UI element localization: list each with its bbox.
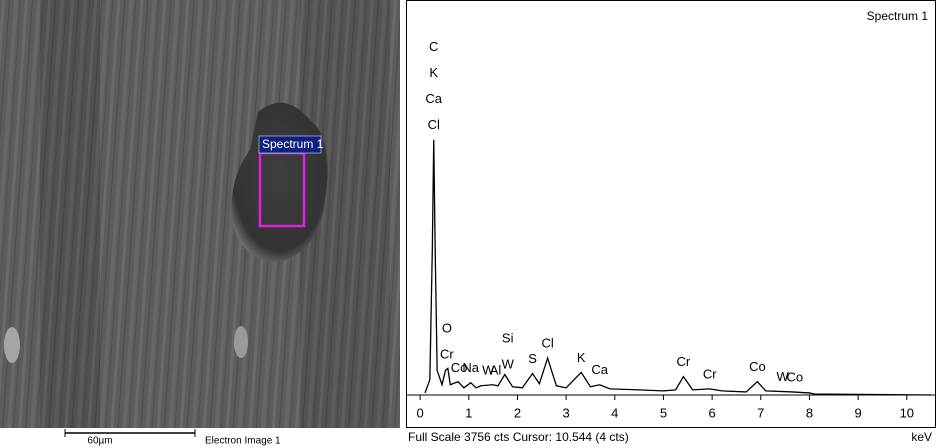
x-tick-label: 5 — [660, 405, 667, 420]
peak-label: Al — [490, 363, 502, 378]
x-tick-label: 10 — [900, 405, 914, 420]
peak-label: W — [777, 369, 790, 384]
peak-label: Cr — [703, 366, 717, 381]
sem-shade — [40, 0, 100, 428]
peak-label: C — [429, 39, 438, 54]
peak-label: Co — [749, 359, 766, 374]
particle — [234, 326, 248, 358]
peak-label: Cr — [677, 354, 691, 369]
peak-label: Ca — [591, 362, 608, 377]
x-tick-label: 2 — [514, 405, 521, 420]
particle — [4, 327, 20, 363]
x-tick-label: 7 — [757, 405, 764, 420]
spectrum-panel — [406, 0, 936, 428]
x-tick-label: 1 — [465, 405, 472, 420]
peak-label: O — [442, 321, 452, 336]
peak-label: Ca — [425, 91, 442, 106]
peak-label: Co — [787, 370, 804, 385]
chart-title: Spectrum 1 — [867, 9, 929, 23]
peak-label: W — [482, 363, 495, 378]
spectrum-line — [424, 139, 932, 396]
footer: Full Scale 3756 cts Cursor: 10.544 (4 ct… — [408, 430, 629, 444]
x-axis-label: keV — [911, 430, 932, 444]
sem-background — [0, 0, 400, 428]
peak-label: S — [528, 351, 537, 366]
peak-label: Co — [451, 360, 468, 375]
peak-label: K — [577, 350, 586, 365]
electron-image: Spectrum 1 60µm Electron Image 1 — [0, 0, 400, 447]
scale-bar-label: 60µm — [87, 436, 112, 447]
peak-label: Cl — [541, 336, 553, 351]
spectrum-tag — [258, 135, 322, 154]
x-tick-label: 8 — [806, 405, 813, 420]
image-caption: Electron Image 1 — [205, 436, 281, 447]
x-tick-label: 9 — [855, 405, 862, 420]
x-tick-label: 0 — [416, 405, 423, 420]
peak-label: Na — [462, 360, 479, 375]
peak-label: Cl — [428, 117, 440, 132]
peak-label: K — [429, 65, 438, 80]
peak-label: W — [502, 357, 515, 372]
x-tick-label: 3 — [563, 405, 570, 420]
x-tick-label: 4 — [611, 405, 618, 420]
peak-label: Si — [502, 331, 514, 346]
spectrum-tag-label: Spectrum 1 — [262, 137, 324, 151]
peak-label: Cr — [440, 347, 454, 362]
x-tick-label: 6 — [709, 405, 716, 420]
